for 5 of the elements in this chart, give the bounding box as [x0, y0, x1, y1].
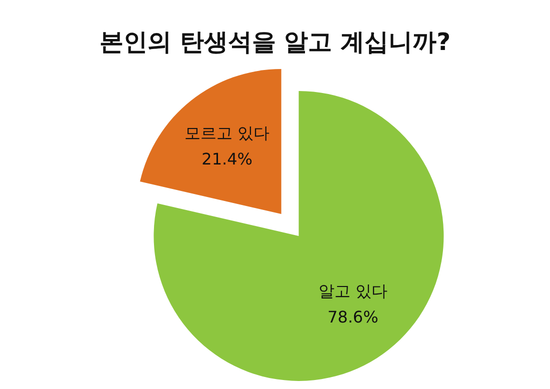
slice-label: 알고 있다 — [318, 281, 388, 300]
chart-title: 본인의 탄생석을 알고 계십니까? — [100, 28, 450, 56]
slice-label: 모르고 있다 — [184, 123, 270, 142]
data-label: 21.4% — [202, 149, 253, 168]
data-label: 78.6% — [327, 307, 378, 326]
